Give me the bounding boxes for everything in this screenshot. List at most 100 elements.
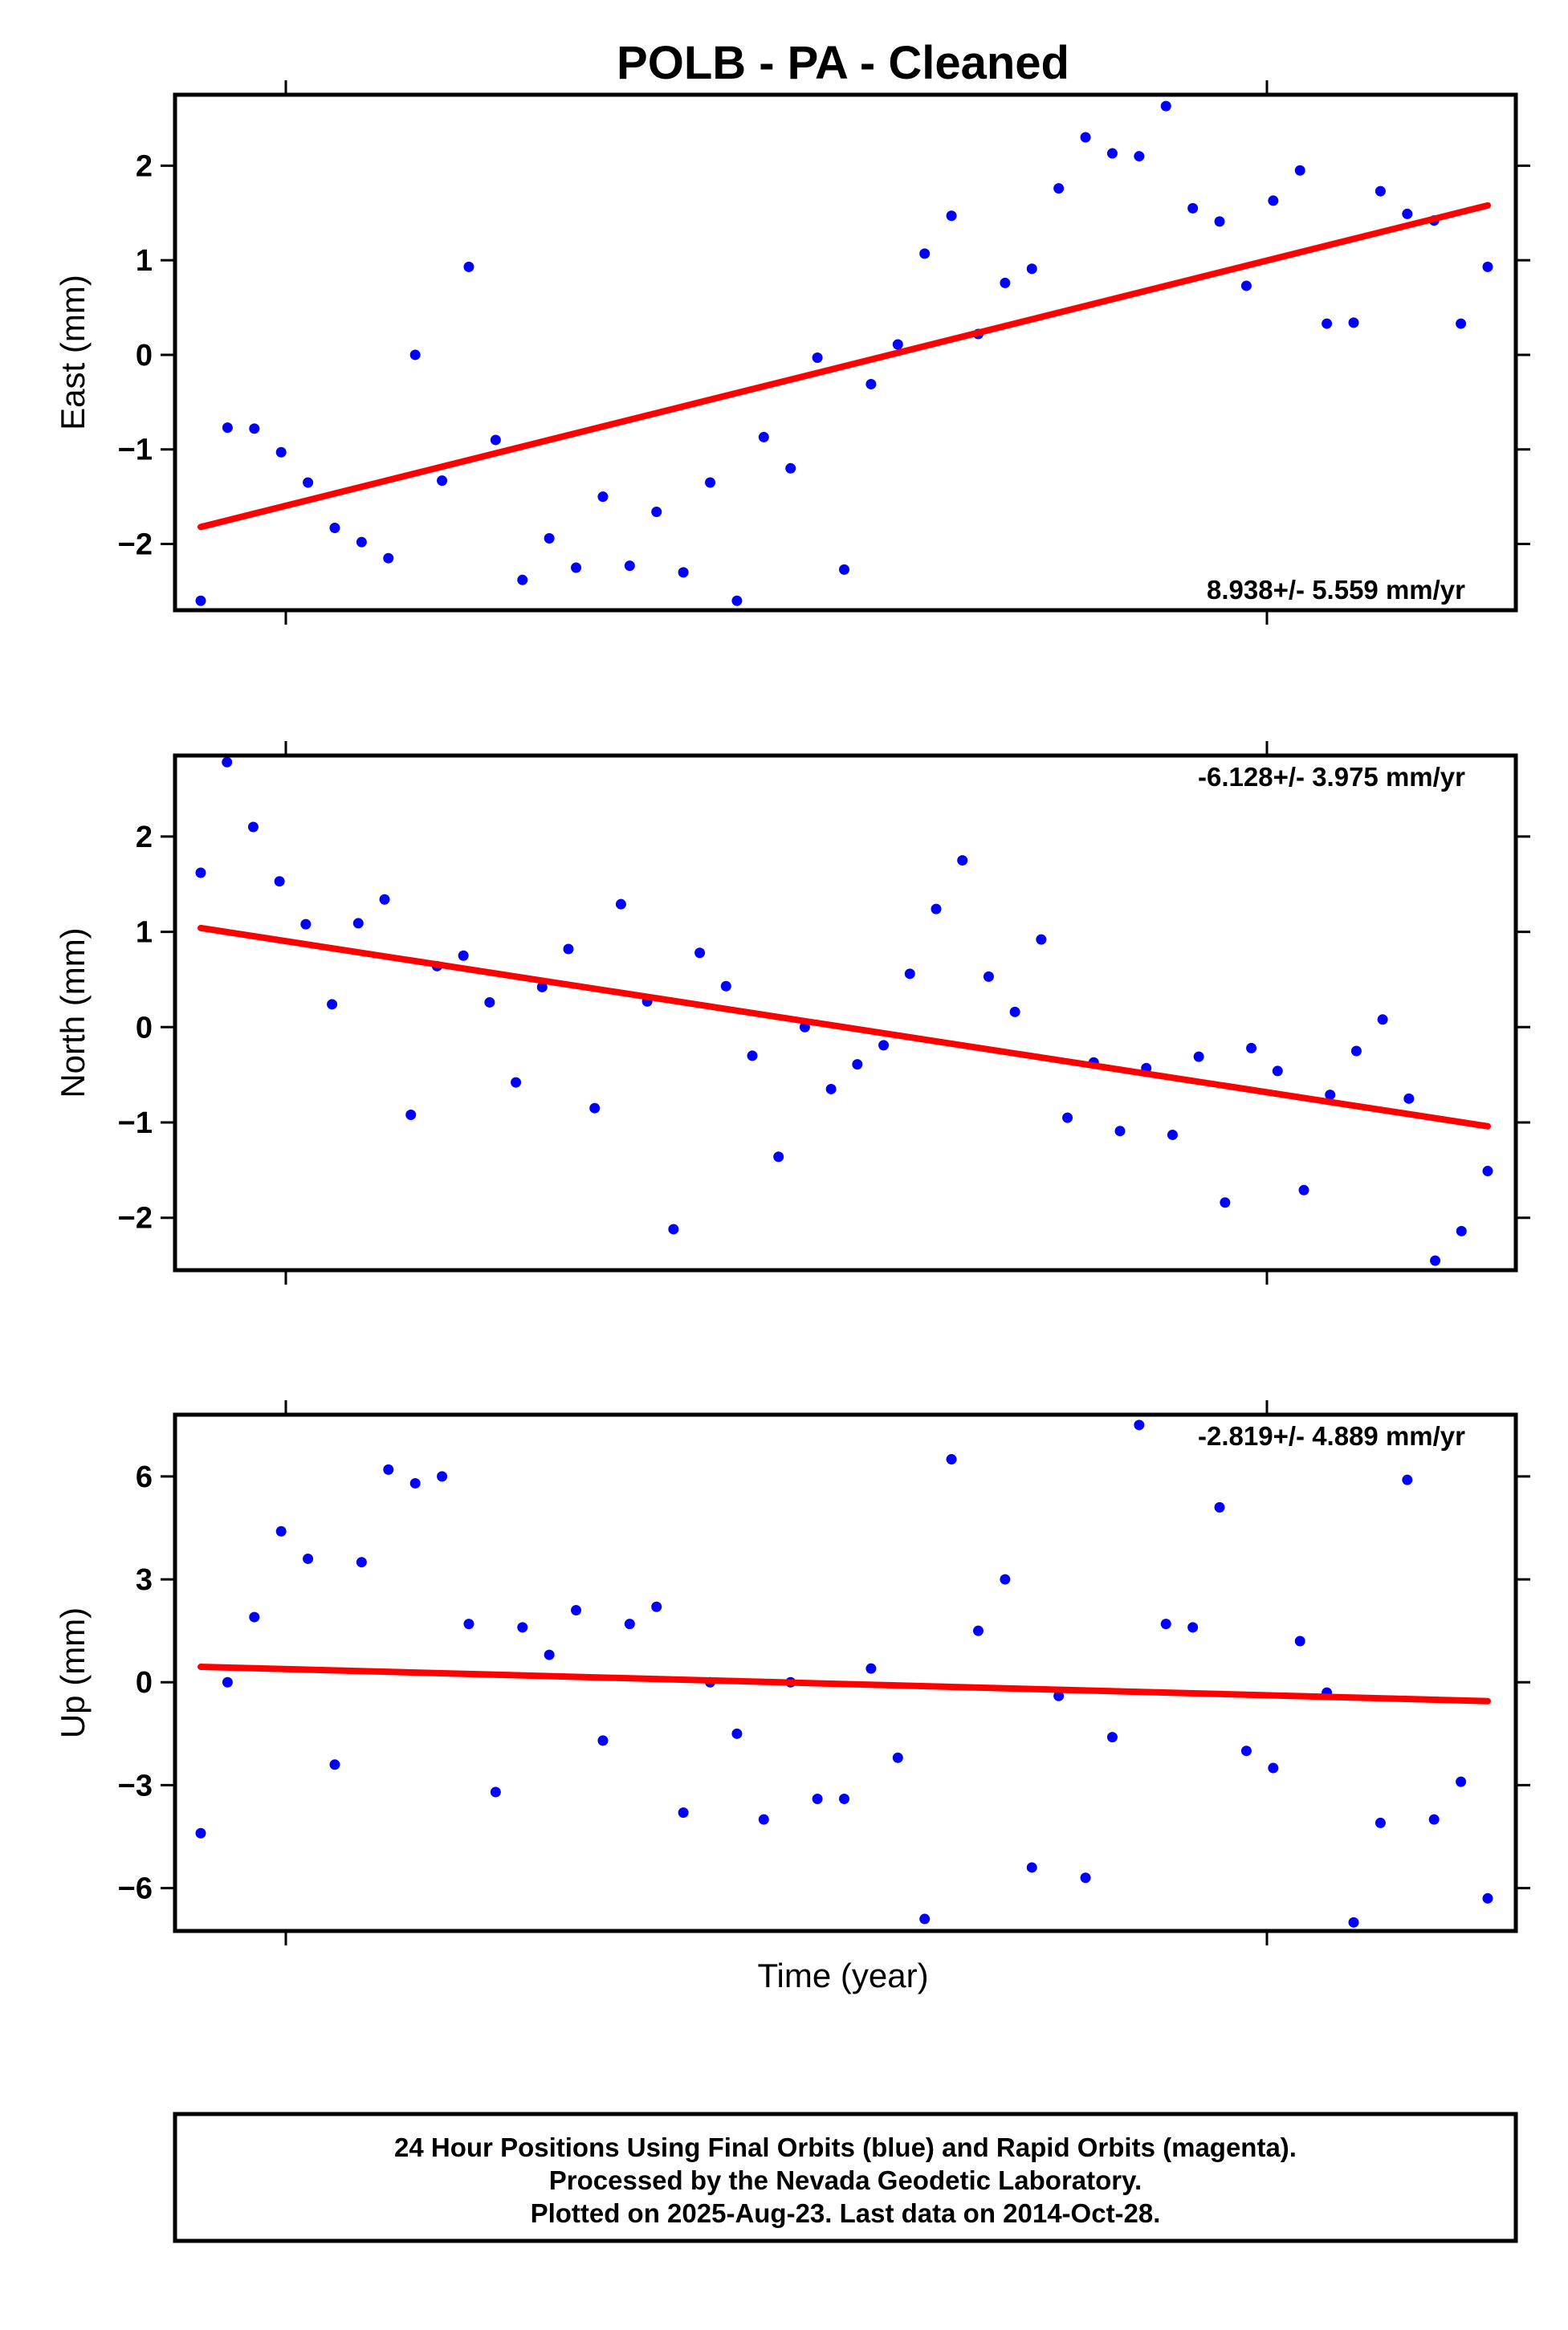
north-ytick-label: 0: [136, 1011, 153, 1045]
north-data-point: [458, 950, 469, 961]
north-data-point: [931, 903, 942, 914]
east-data-point: [731, 595, 743, 606]
up-data-point: [1187, 1622, 1199, 1633]
up-data-point: [1053, 1690, 1065, 1701]
east-ytick-label: −2: [118, 528, 153, 562]
east-trend-line: [198, 202, 1491, 531]
east-data-point: [356, 536, 367, 548]
footer-line-2: Processed by the Nevada Geodetic Laborat…: [549, 2165, 1142, 2195]
up-data-point: [571, 1605, 582, 1616]
north-data-point: [878, 1040, 890, 1051]
north-data-point: [1350, 1045, 1362, 1057]
east-data-point: [1294, 165, 1305, 176]
up-ytick-label: −6: [118, 1872, 153, 1906]
north-data-point: [1220, 1197, 1231, 1208]
up-data-point: [839, 1794, 849, 1805]
up-data-point: [758, 1814, 769, 1825]
east-data-point: [437, 475, 448, 487]
north-data-point: [1193, 1051, 1204, 1062]
east-data-point: [303, 477, 314, 488]
up-data-point: [249, 1611, 260, 1623]
north-data-point: [1325, 1090, 1336, 1101]
up-rate-annotation: -2.819+/- 4.889 mm/yr: [1198, 1421, 1465, 1451]
east-data-point: [624, 560, 635, 572]
up-data-point: [463, 1619, 474, 1630]
east-data-point: [275, 446, 287, 458]
north-plot-frame: [173, 753, 1518, 1273]
east-data-point: [785, 462, 796, 474]
north-data-point: [352, 918, 364, 929]
east-panel: −2 −1 0 1 2 East (mm) 8.938+/- 5.559 mm/yr: [54, 80, 1530, 625]
up-panel: −6 −3 0 3 6 Up (mm) -2.819+/- 4.889 mm/yr: [54, 1400, 1530, 1945]
footer-border: [173, 2112, 1518, 2243]
east-data-point: [1000, 277, 1011, 288]
north-panel: −2 −1 0 1 2 North (mm) -6.128+/- 3.975 mm/yr: [54, 741, 1530, 1285]
north-data-point: [1298, 1184, 1309, 1196]
up-trend-line: [198, 1664, 1491, 1705]
up-data-point: [356, 1557, 367, 1568]
north-data-point: [852, 1059, 863, 1070]
east-data-point: [1240, 280, 1252, 291]
east-data-point: [544, 532, 555, 544]
east-data-point: [651, 506, 662, 517]
north-trend-line: [198, 924, 1491, 1130]
up-data-point: [919, 1913, 931, 1925]
up-data-point: [329, 1759, 340, 1770]
north-data-point: [773, 1151, 784, 1163]
east-data-point: [892, 339, 903, 350]
up-data-point: [409, 1477, 421, 1489]
east-ytick-label: −1: [118, 434, 153, 467]
north-data-point: [1167, 1129, 1178, 1140]
east-data-point: [490, 434, 501, 446]
east-data-point: [329, 523, 340, 534]
up-data-point: [624, 1619, 635, 1630]
east-data-point: [919, 248, 931, 259]
north-data-point: [694, 947, 706, 959]
east-data-point: [1160, 100, 1171, 112]
north-data-point: [589, 1102, 601, 1114]
panels: −2 −1 0 1 2 East (mm) 8.938+/- 5.559 mm/yr −2 −1…: [54, 80, 1530, 1945]
north-data-point: [195, 867, 206, 878]
east-data-point: [839, 564, 849, 575]
north-data-point: [327, 999, 338, 1010]
north-data-point: [1009, 1006, 1020, 1017]
north-y-axis-label: North (mm): [54, 927, 92, 1098]
east-ytick-label: 2: [136, 149, 153, 183]
north-data-point: [1456, 1225, 1467, 1236]
up-data-point: [1428, 1814, 1440, 1825]
up-data-point: [678, 1807, 689, 1819]
north-data-point: [1036, 934, 1047, 945]
north-data-point: [1403, 1093, 1415, 1104]
up-data-point: [892, 1752, 903, 1763]
up-y-axis-label: Up (mm): [54, 1607, 92, 1738]
east-data-point: [1322, 318, 1333, 329]
north-data-point: [1377, 1014, 1388, 1025]
east-data-point: [812, 352, 823, 363]
up-data-point: [1348, 1917, 1359, 1928]
up-data-point: [195, 1827, 206, 1839]
north-data-point: [300, 919, 312, 930]
up-data-point: [972, 1625, 984, 1636]
up-data-point: [1402, 1474, 1413, 1485]
east-data-point: [1187, 202, 1199, 214]
north-data-point: [274, 876, 285, 887]
up-data-point: [517, 1622, 528, 1633]
up-data-point: [303, 1553, 314, 1564]
up-data-point: [222, 1676, 233, 1688]
footer-box: 24 Hour Positions Using Final Orbits (bl…: [173, 2112, 1518, 2243]
north-data-point: [904, 968, 915, 980]
north-ytick-label: −2: [118, 1202, 153, 1236]
north-data-point: [720, 980, 731, 992]
east-data-point: [1053, 183, 1065, 194]
up-data-point: [1080, 1872, 1091, 1884]
east-data-point: [705, 477, 716, 488]
east-data-point: [517, 574, 528, 585]
up-data-point: [1482, 1892, 1493, 1904]
east-data-point: [1080, 132, 1091, 143]
east-data-point: [1134, 151, 1145, 162]
east-data-point: [1348, 317, 1359, 328]
east-data-point: [383, 552, 394, 564]
chart-title: POLB - PA - Cleaned: [617, 37, 1069, 89]
up-data-point: [383, 1464, 394, 1475]
